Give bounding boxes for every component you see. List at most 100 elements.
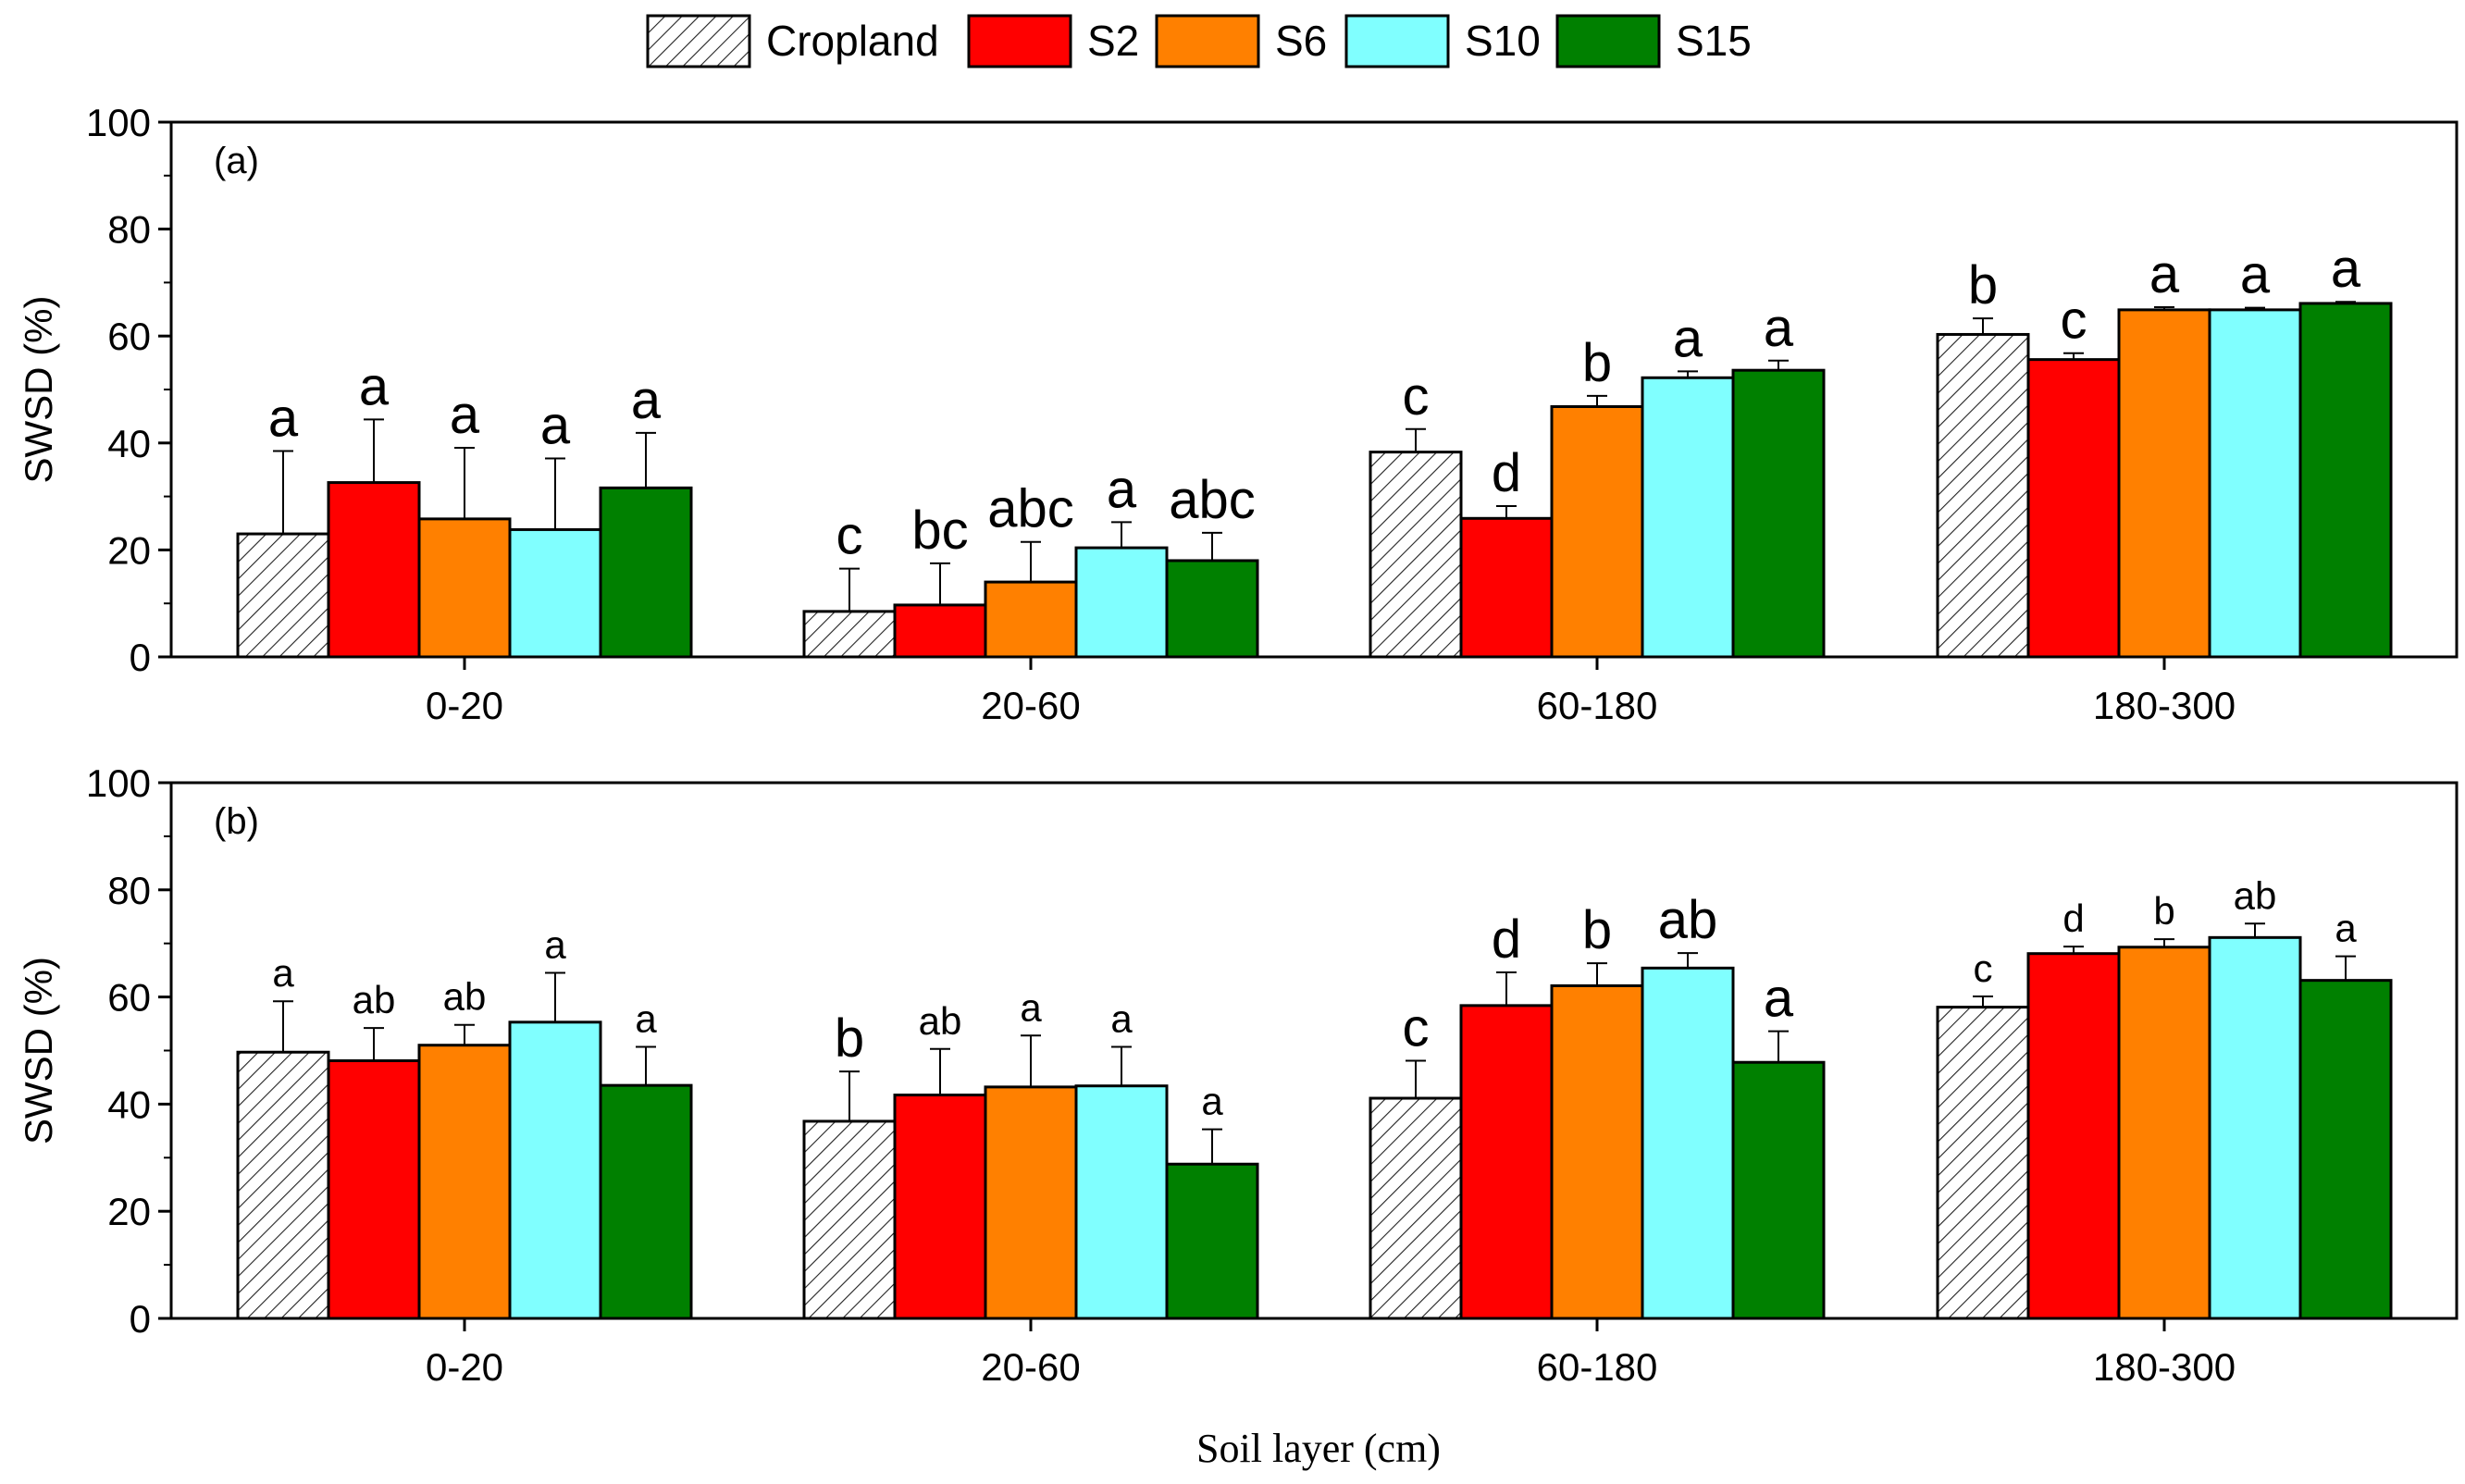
legend-swatch-s6: [1155, 14, 1260, 68]
legend-label-s2: S2: [1087, 17, 1139, 65]
bar-s15: [2298, 302, 2393, 659]
y-tick-label: 60: [107, 315, 151, 358]
bar-s2: [327, 1059, 421, 1320]
y-tick-label: 100: [86, 761, 151, 805]
bar-s6: [1550, 983, 1644, 1320]
significance-letter: a: [1764, 969, 1794, 1029]
significance-letter: ab: [1658, 890, 1718, 950]
bar-s6: [2117, 308, 2211, 659]
significance-letter: b: [835, 1008, 864, 1069]
significance-letter: ab: [443, 975, 487, 1019]
significance-letter: b: [2153, 889, 2174, 933]
bar-s10: [2208, 308, 2302, 659]
bar-s10: [1641, 966, 1735, 1320]
bar-s10: [508, 527, 602, 659]
x-tick-label: 0-20: [426, 684, 503, 727]
significance-letter: b: [1582, 900, 1612, 960]
y-tick-label: 20: [107, 528, 151, 572]
panel-label: (b): [214, 801, 259, 842]
bar-cropland: [236, 1050, 330, 1320]
significance-letter: ab: [353, 978, 396, 1021]
legend: Cropland S2 S6 S10 S15: [646, 14, 1752, 68]
bar-s15: [2298, 979, 2393, 1320]
bar-s15: [599, 1083, 693, 1320]
significance-letter: d: [1492, 443, 1521, 503]
significance-letter: b: [1968, 255, 1998, 315]
bar-s10: [1641, 376, 1735, 659]
bar-s6: [2117, 946, 2211, 1320]
significance-letter: a: [2240, 245, 2271, 305]
significance-letter: a: [1020, 985, 1042, 1029]
bar-s6: [417, 517, 512, 659]
bar-cropland: [802, 610, 897, 659]
bar-cropland: [236, 532, 330, 659]
significance-letter: a: [2331, 239, 2361, 299]
significance-letter: a: [1673, 308, 1703, 368]
significance-letter: c: [2061, 291, 2087, 351]
bar-s15: [1165, 559, 1259, 659]
y-tick-label: 20: [107, 1190, 151, 1233]
significance-letter: a: [1201, 1080, 1223, 1123]
y-tick-label: 40: [107, 1082, 151, 1126]
bar-s15: [599, 486, 693, 659]
y-axis-label: SWSD (%): [17, 957, 60, 1144]
significance-letter: bc: [911, 501, 968, 561]
bar-cropland: [1369, 451, 1463, 659]
bar-s6: [417, 1044, 512, 1320]
significance-letter: a: [631, 370, 662, 430]
bar-s10: [1074, 546, 1169, 659]
legend-label-s15: S15: [1676, 17, 1752, 65]
significance-letter: abc: [1169, 470, 1256, 530]
legend-swatch-cropland: [646, 14, 751, 68]
significance-letter: a: [2335, 907, 2357, 950]
bar-s10: [2208, 935, 2302, 1320]
significance-letter: c: [1974, 946, 1993, 990]
bar-s15: [1165, 1162, 1259, 1320]
bar-s15: [1731, 368, 1826, 659]
bar-s6: [984, 580, 1078, 659]
significance-letter: d: [1492, 909, 1521, 970]
bar-cropland: [1936, 332, 2030, 659]
bar-s2: [2026, 952, 2121, 1320]
significance-letter: abc: [987, 479, 1074, 539]
bar-cropland: [1369, 1096, 1463, 1320]
significance-letter: a: [1107, 459, 1137, 519]
y-tick-label: 100: [86, 101, 151, 144]
significance-letter: a: [2149, 244, 2180, 304]
bar-s2: [2026, 358, 2121, 659]
bar-s6: [984, 1085, 1078, 1320]
significance-letter: a: [359, 356, 390, 416]
significance-letter: a: [544, 923, 566, 967]
x-tick-label: 60-180: [1537, 1345, 1658, 1389]
y-tick-label: 0: [130, 636, 151, 679]
bar-s10: [508, 1020, 602, 1320]
bar-s10: [1074, 1084, 1169, 1320]
significance-letter: ab: [919, 999, 962, 1043]
legend-swatch-s15: [1555, 14, 1661, 68]
bar-cropland: [802, 1119, 897, 1320]
x-tick-label: 180-300: [2093, 1345, 2236, 1389]
x-tick-label: 20-60: [981, 1345, 1080, 1389]
legend-swatch-s10: [1344, 14, 1450, 68]
y-tick-label: 80: [107, 869, 151, 912]
significance-letter: c: [1403, 366, 1430, 427]
x-axis-label: Soil layer (cm): [1196, 1426, 1441, 1471]
bar-s2: [893, 603, 987, 659]
bar-s2: [327, 481, 421, 659]
y-tick-label: 60: [107, 976, 151, 1020]
y-tick-label: 80: [107, 208, 151, 252]
bar-s2: [1459, 1004, 1554, 1320]
significance-letter: b: [1582, 333, 1612, 393]
significance-letter: c: [836, 506, 863, 566]
bar-s15: [1731, 1060, 1826, 1320]
y-tick-label: 40: [107, 422, 151, 465]
significance-letter: a: [1110, 996, 1133, 1040]
x-tick-label: 0-20: [426, 1345, 503, 1389]
y-axis-label: SWSD (%): [17, 296, 60, 484]
bar-s2: [893, 1094, 987, 1320]
legend-label-cropland: Cropland: [766, 17, 939, 65]
